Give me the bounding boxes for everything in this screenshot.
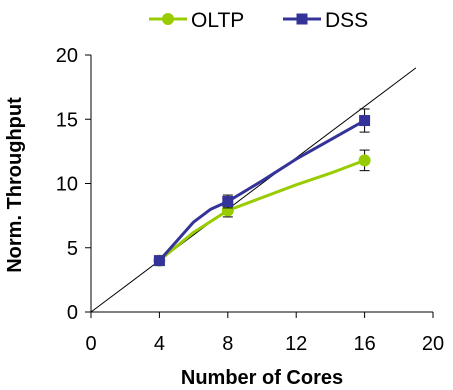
reference-line-group	[90, 67, 417, 313]
legend-label: DSS	[325, 9, 368, 32]
y-axis-title: Norm. Throughput	[4, 97, 26, 273]
legend-marker	[296, 13, 308, 25]
dss-point	[359, 115, 371, 127]
y-tick-label: 0	[67, 302, 78, 324]
y-tick-label: 10	[56, 174, 78, 196]
dss-point	[153, 255, 165, 267]
series-layer	[153, 108, 371, 267]
ticks: 0 4 8 12 16 20 0 5 10 15 20	[56, 45, 444, 355]
oltp-point	[358, 154, 371, 167]
legend-item-oltp: OLTP	[149, 9, 244, 32]
x-axis-title: Number of Cores	[181, 367, 343, 389]
ideal-scaling-line	[90, 67, 417, 313]
y-tick-label: 5	[67, 238, 78, 260]
series-dss	[153, 108, 371, 267]
dss-line	[158, 119, 366, 262]
x-tick-label: 16	[353, 333, 375, 355]
legend: OLTP DSS	[149, 9, 368, 32]
x-tick-label: 0	[85, 333, 96, 355]
y-tick-label: 20	[56, 45, 78, 67]
legend-item-dss: DSS	[283, 9, 368, 32]
x-tick-label: 4	[154, 333, 165, 355]
x-tick-label: 12	[285, 333, 307, 355]
y-tick-label: 15	[56, 109, 78, 131]
dss-point	[222, 195, 234, 207]
legend-label: OLTP	[191, 9, 244, 32]
x-tick-label: 8	[222, 333, 233, 355]
series-oltp	[153, 149, 371, 267]
oltp-line	[158, 158, 366, 262]
x-tick-label: 20	[422, 333, 444, 355]
legend-marker	[162, 13, 174, 25]
